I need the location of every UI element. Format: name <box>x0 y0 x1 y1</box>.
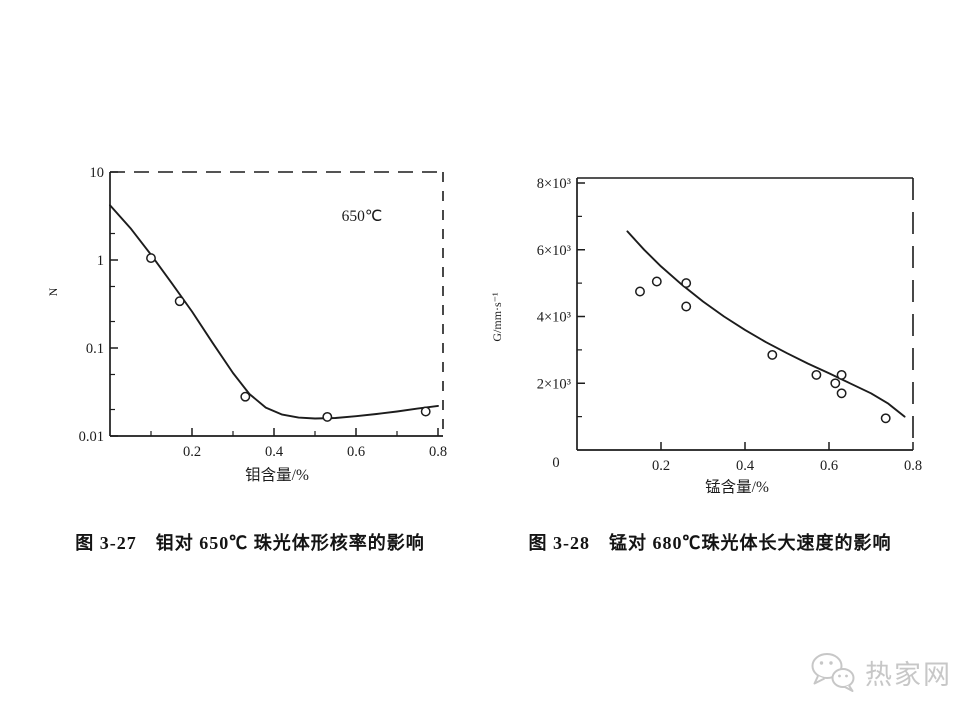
x-tick-label: 0.6 <box>820 458 838 474</box>
data-point <box>767 349 778 360</box>
data-point <box>811 369 822 380</box>
x-tick-label: 0.4 <box>736 458 755 474</box>
x-tick-label: 0.8 <box>904 458 922 474</box>
y-tick-label: 0.01 <box>79 429 104 445</box>
data-point <box>830 378 841 389</box>
wechat-icon <box>811 653 855 692</box>
y-tick-label: 1 <box>97 253 104 269</box>
watermark: 热家网 <box>808 650 952 694</box>
data-point <box>651 276 662 287</box>
y-tick-label: 6×10³ <box>537 243 572 259</box>
x-axis-title: 钼含量/% <box>245 466 309 484</box>
x-tick-label: 0.2 <box>183 444 201 460</box>
data-point <box>880 413 891 424</box>
y-tick-label: 10 <box>90 165 105 181</box>
watermark-text: 热家网 <box>865 659 952 690</box>
data-point <box>174 296 185 307</box>
y-tick-label: 2×10³ <box>537 376 572 392</box>
x-tick-label: 0.2 <box>652 458 670 474</box>
data-point <box>836 369 847 380</box>
data-point <box>635 286 645 297</box>
data-point <box>240 391 251 402</box>
figure-3-27-plot: 10 1 0.1 0.01 0.2 0.4 0.6 0.8 钼含量/% N 650℃ <box>46 165 447 484</box>
figure-3-28-caption: 图 3-28 锰对 680℃珠光体长大速度的影响 <box>528 533 892 553</box>
temperature-annotation: 650℃ <box>342 208 383 225</box>
y-axis-title: G/mm·s⁻¹ <box>490 292 504 342</box>
data-point <box>322 411 333 422</box>
x-origin-label: 0 <box>552 455 559 471</box>
y-tick-label: 8×10³ <box>537 176 572 192</box>
y-axis-title: N <box>46 287 60 296</box>
figure-3-27-caption: 图 3-27 钼对 650℃ 珠光体形核率的影响 <box>75 533 425 553</box>
fitted-curve <box>626 230 906 418</box>
x-tick-label: 0.6 <box>347 444 365 460</box>
data-point <box>836 388 847 399</box>
x-tick-label: 0.8 <box>429 444 447 460</box>
fitted-curve <box>109 204 439 420</box>
data-point <box>681 301 692 312</box>
y-tick-label: 0.1 <box>86 341 104 357</box>
data-point <box>146 253 156 264</box>
figure-3-28-plot: 2×10³ 4×10³ 6×10³ 8×10³ 0.2 0.4 0.6 0.8 0 锰含量/% G/… <box>490 176 922 496</box>
data-point <box>681 278 692 289</box>
y-tick-label: 4×10³ <box>537 310 572 326</box>
data-point <box>420 406 431 417</box>
x-tick-label: 0.4 <box>265 444 284 460</box>
x-axis-title: 锰含量/% <box>705 478 769 496</box>
